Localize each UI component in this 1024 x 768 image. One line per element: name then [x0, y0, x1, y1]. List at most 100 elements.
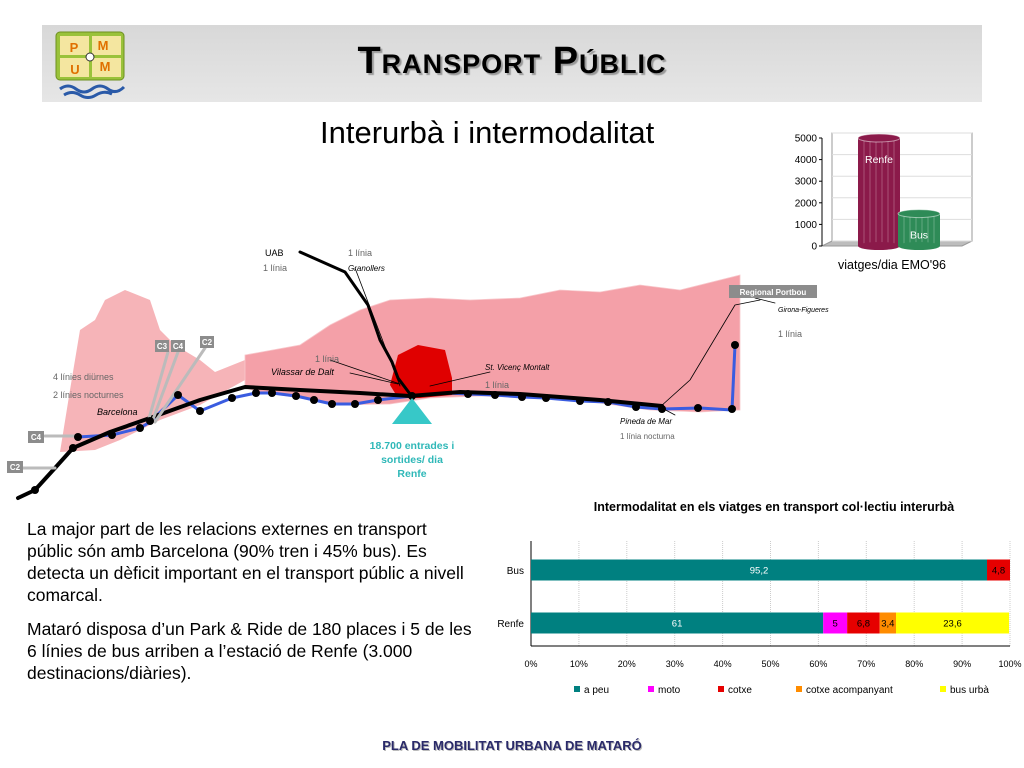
data-label: 6,8	[857, 619, 870, 630]
callout-line	[429, 371, 491, 387]
x-tick-label: 100%	[998, 659, 1021, 669]
x-tick-label: 90%	[953, 659, 971, 669]
map-label-granollers: Granollers	[348, 264, 385, 273]
y-tick-label: 3000	[795, 177, 818, 188]
bus-line-girona	[730, 343, 737, 412]
line-tag-c4	[171, 340, 185, 352]
map-region-barcelona	[60, 290, 245, 452]
bar-segment	[847, 612, 880, 634]
map-label-uab: UAB	[265, 248, 284, 258]
y-tick-label: 2000	[795, 198, 818, 209]
y-tick-label: 0	[811, 242, 817, 253]
regional-portbou-tag	[729, 285, 817, 298]
bar-segment	[531, 612, 824, 634]
regional-portbou-label: Regional Portbou	[740, 288, 807, 297]
legend-entry: a peu	[574, 685, 609, 696]
line-tag-c3-label: C3	[157, 342, 168, 351]
callout-line	[349, 372, 399, 385]
legend-label: moto	[658, 685, 681, 696]
map-label-day-lines: 4 línies diürnes	[53, 372, 114, 382]
map-label-night-lines: 2 línies nocturnes	[53, 390, 124, 400]
intermodality-chart: Intermodalitat en els viatges en transpo…	[497, 500, 1021, 696]
x-tick-label: 30%	[666, 659, 684, 669]
renfe-entries-label: sortides/ dia	[381, 454, 443, 466]
y-tick-label: 1000	[795, 220, 818, 231]
bar-bus: Bus	[897, 209, 941, 250]
x-tick-label: 50%	[761, 659, 779, 669]
logo-letter: M	[100, 59, 111, 74]
line-tag-c2b-label: C2	[10, 463, 21, 472]
trips-per-day-chart: 0 1000 2000 3000 4000 5000 Renfe Bus viatges/d…	[795, 132, 973, 272]
map-label-stvicenc-lines: 1 línia	[485, 380, 509, 390]
y-tick-label: 5000	[795, 134, 818, 145]
line-tag-c2	[200, 336, 214, 348]
callout-line-c2	[153, 346, 207, 424]
bar-segment	[987, 559, 1010, 581]
data-label: 5	[833, 619, 838, 630]
callout-line-c3	[146, 350, 170, 424]
callout-line	[754, 297, 776, 304]
line-tag-c2b	[7, 461, 23, 473]
station-dots	[31, 341, 739, 494]
header-bar	[42, 25, 982, 102]
category-label: Renfe	[497, 619, 524, 630]
renfe-station-icon	[392, 398, 432, 424]
map-label-barcelona: Barcelona	[97, 407, 138, 417]
data-label: 3,4	[881, 619, 894, 630]
chart-title: Intermodalitat en els viatges en transpo…	[594, 500, 955, 514]
data-label: 4,8	[992, 566, 1005, 577]
rail-line-uab	[298, 250, 412, 396]
category-label: Bus	[507, 566, 524, 577]
line-tag-c4b-label: C4	[31, 433, 42, 442]
line-tag-c3	[155, 340, 169, 352]
legend-label: cotxe acompanyant	[806, 685, 893, 696]
pmum-logo: P M U M	[55, 31, 126, 99]
bar-segment	[531, 559, 988, 581]
map-label-girona: Girona-Figueres	[778, 307, 829, 314]
legend-label: a peu	[584, 685, 609, 696]
bar-segment	[895, 612, 1010, 634]
line-tag-c2-label: C2	[202, 338, 213, 347]
bar-segment	[879, 612, 896, 634]
legend-entry: cotxe acompanyant	[796, 685, 893, 696]
map-label-pineda-lines: 1 línia nocturna	[620, 432, 675, 441]
map-label-uab-lines: 1 línia	[263, 263, 287, 273]
map-label-vilassar: Vilassar de Dalt	[271, 367, 334, 377]
map-label-stvicenc: St. Vicenç Montalt	[485, 363, 550, 372]
logo-letter: U	[70, 62, 79, 77]
x-tick-label: 0%	[524, 659, 537, 669]
legend-entry: bus urbà	[940, 685, 989, 696]
legend-label: cotxe	[728, 685, 752, 696]
data-label: 23,6	[943, 619, 962, 630]
paragraph-park-ride: Mataró disposa d’un Park & Ride de 180 p…	[27, 619, 472, 683]
renfe-entries-label: Renfe	[397, 468, 426, 480]
callout-line-c4	[150, 350, 180, 424]
x-tick-label: 40%	[714, 659, 732, 669]
renfe-entries-label: 18.700 entrades i	[370, 440, 455, 452]
footer-title: PLA DE MOBILITAT URBANA DE MATARÓ	[382, 738, 642, 753]
transport-map: UAB 1 línia 1 línia Granollers 1 línia V…	[7, 248, 829, 500]
data-label: 61	[672, 619, 683, 630]
paragraph-relations: La major part de les relacions externes …	[27, 519, 464, 605]
callout-line	[659, 299, 761, 408]
page-subtitle: Interurbà i intermodalitat	[320, 115, 655, 150]
logo-letter: P	[70, 40, 79, 55]
data-label: 95,2	[750, 566, 769, 577]
page-title: Transport Públic	[357, 40, 667, 82]
legend-entry: moto	[648, 685, 681, 696]
x-tick-label: 60%	[809, 659, 827, 669]
map-label-pineda: Pineda de Mar	[620, 417, 672, 426]
x-tick-label: 20%	[618, 659, 636, 669]
x-tick-label: 80%	[905, 659, 923, 669]
legend-label: bus urbà	[950, 685, 989, 696]
y-tick-label: 4000	[795, 155, 818, 166]
rail-line	[16, 385, 664, 500]
callout-line	[354, 267, 401, 387]
line-tag-c4-label: C4	[173, 342, 184, 351]
bar-segment	[823, 612, 848, 634]
bar-renfe: Renfe	[857, 133, 901, 250]
legend-entry: cotxe	[718, 685, 752, 696]
map-label-vilassar-lines: 1 línia	[315, 354, 339, 364]
logo-letter: M	[98, 38, 109, 53]
x-tick-label: 10%	[570, 659, 588, 669]
